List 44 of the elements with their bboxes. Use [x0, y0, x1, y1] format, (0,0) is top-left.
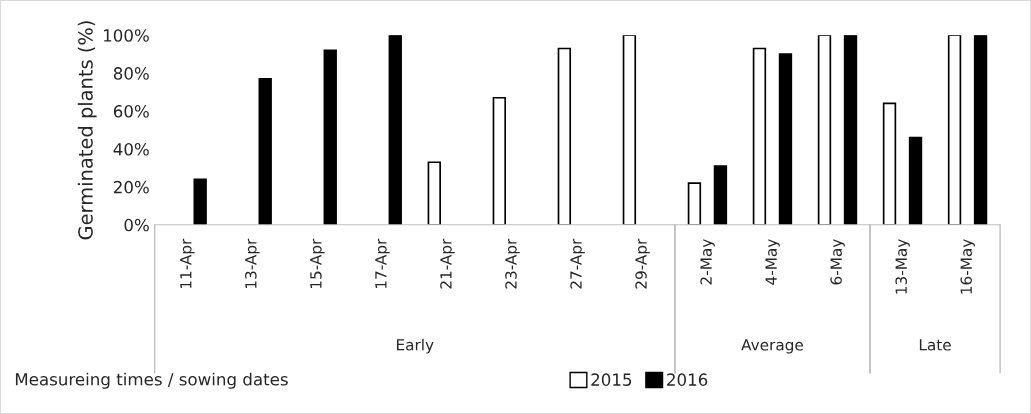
x-tick-label: 6-May — [830, 239, 845, 285]
bar — [778, 53, 793, 225]
x-tick-label: 17-Apr — [375, 238, 390, 289]
bar — [622, 35, 637, 225]
x-tick-label: 2-May — [700, 239, 715, 285]
text: Average — [741, 339, 804, 354]
legend-label: 2016 — [667, 373, 708, 386]
x-tick-label: 21-Apr — [440, 238, 455, 289]
bar — [557, 47, 572, 225]
bar — [193, 178, 207, 225]
bar — [817, 35, 832, 225]
text: Early — [396, 338, 434, 354]
x-tick-label: 23-Apr — [505, 238, 520, 289]
x-tick-label: 13-Apr — [245, 238, 260, 289]
y-tick-label: 80% — [113, 67, 149, 80]
x-tick-label: 13-May — [895, 239, 910, 294]
y-axis-title: Germinated plants (%) — [77, 21, 97, 240]
x-tick-label: 15-Apr — [310, 238, 325, 289]
bar — [388, 35, 402, 225]
bar — [258, 77, 272, 225]
legend-label: 2015 — [591, 373, 632, 386]
bar — [492, 96, 507, 225]
x-tick-label: 29-Apr — [635, 238, 650, 289]
bar — [427, 161, 441, 225]
bar — [947, 35, 962, 225]
x-tick-label: 11-Apr — [180, 238, 195, 289]
x-tick-label: 4-May — [765, 239, 780, 285]
bar — [323, 49, 337, 225]
y-tick-label: 60% — [113, 105, 149, 118]
bar — [713, 165, 728, 225]
bar — [973, 35, 988, 225]
y-tick-label: 20% — [113, 180, 149, 194]
x-tick-label: 27-Apr — [570, 238, 585, 289]
y-tick-label: 0% — [124, 218, 149, 232]
y-tick-label: 100% — [103, 29, 149, 42]
y-tick-label: 40% — [113, 142, 149, 156]
x-tick-label: 16-May — [960, 239, 975, 294]
bar — [908, 136, 923, 225]
text: Late — [919, 339, 951, 351]
bar — [843, 35, 858, 225]
x-axis-title: Measureing times / sowing dates — [15, 372, 288, 389]
bar — [882, 102, 897, 225]
bar — [752, 47, 767, 225]
bar — [687, 182, 702, 225]
